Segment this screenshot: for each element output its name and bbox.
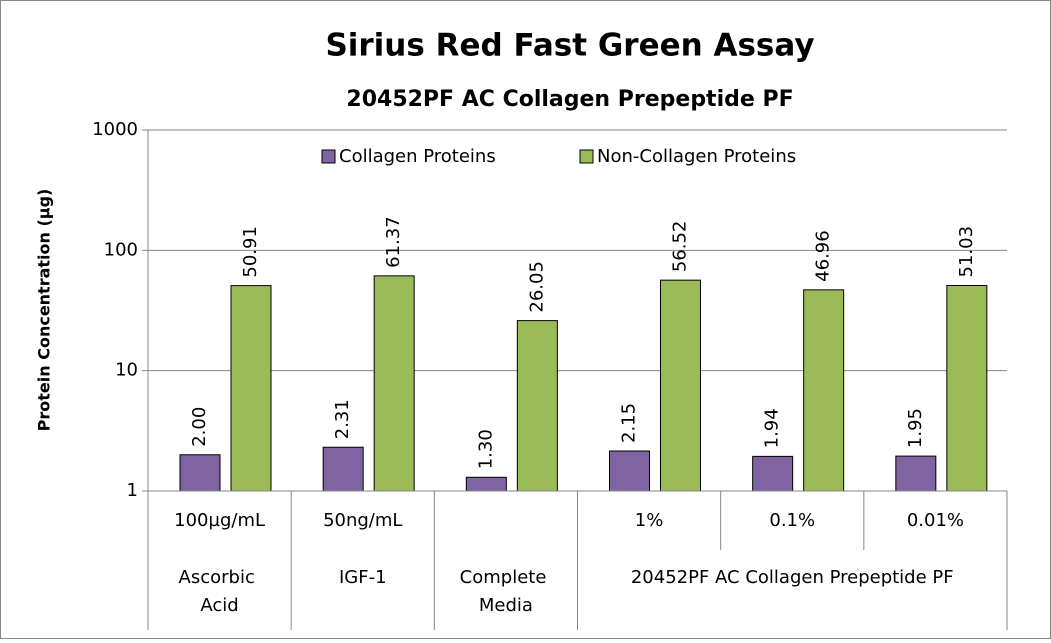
- bar: [516, 320, 558, 492]
- group-label: Complete Media: [460, 567, 552, 616]
- legend-swatch: [321, 149, 336, 164]
- group-label: 20452PF AC Collagen Prepeptide PF: [631, 567, 954, 588]
- value-label: 51.03: [956, 226, 977, 278]
- group-label: Ascorbic Acid: [179, 567, 261, 616]
- value-label: 61.37: [383, 216, 404, 268]
- y-axis-label: Protein Concentration (µg): [35, 189, 54, 432]
- value-label: 1.95: [905, 408, 926, 448]
- legend-label: Collagen Proteins: [339, 146, 496, 167]
- value-label: 50.91: [240, 226, 261, 278]
- value-label: 26.05: [526, 261, 547, 313]
- x-tick-label: 100µg/mL: [174, 510, 265, 531]
- bar: [752, 455, 794, 492]
- y-tick-label: 1000: [92, 119, 138, 140]
- value-label: 2.31: [332, 399, 353, 439]
- value-label: 56.52: [670, 221, 691, 273]
- bar: [373, 275, 415, 492]
- legend-label: Non-Collagen Proteins: [597, 146, 796, 167]
- group-label-line: Complete: [460, 567, 552, 588]
- bar: [946, 284, 988, 492]
- group-label-line: Ascorbic: [179, 567, 261, 588]
- value-label: 2.15: [619, 403, 640, 443]
- chart-title: Sirius Red Fast Green Assay: [325, 28, 814, 64]
- y-tick-label: 1: [127, 480, 138, 501]
- group-label: IGF-1: [339, 567, 387, 588]
- chart-subtitle: 20452PF AC Collagen Prepeptide PF: [346, 87, 793, 112]
- bar: [660, 279, 701, 492]
- x-tick-label: 0.01%: [907, 510, 964, 531]
- x-tick-label: 1%: [635, 510, 664, 531]
- bar: [230, 285, 272, 492]
- x-tick-label: 50ng/mL: [323, 510, 402, 531]
- y-tick-label: 10: [115, 360, 138, 381]
- y-tick-label: 100: [104, 239, 138, 260]
- bar: [803, 289, 845, 492]
- group-label-line: Acid: [200, 595, 238, 616]
- bar: [465, 476, 507, 492]
- bar: [322, 446, 364, 492]
- bar: [895, 455, 937, 492]
- group-label-line: Media: [479, 595, 533, 616]
- value-label: 1.30: [475, 429, 496, 469]
- value-label: 1.94: [762, 408, 783, 448]
- x-tick-label: 0.1%: [769, 510, 815, 531]
- value-label: 2.00: [189, 407, 210, 447]
- legend-swatch: [579, 149, 594, 164]
- bar: [179, 454, 221, 492]
- bar: [609, 450, 650, 492]
- value-label: 46.96: [813, 230, 834, 282]
